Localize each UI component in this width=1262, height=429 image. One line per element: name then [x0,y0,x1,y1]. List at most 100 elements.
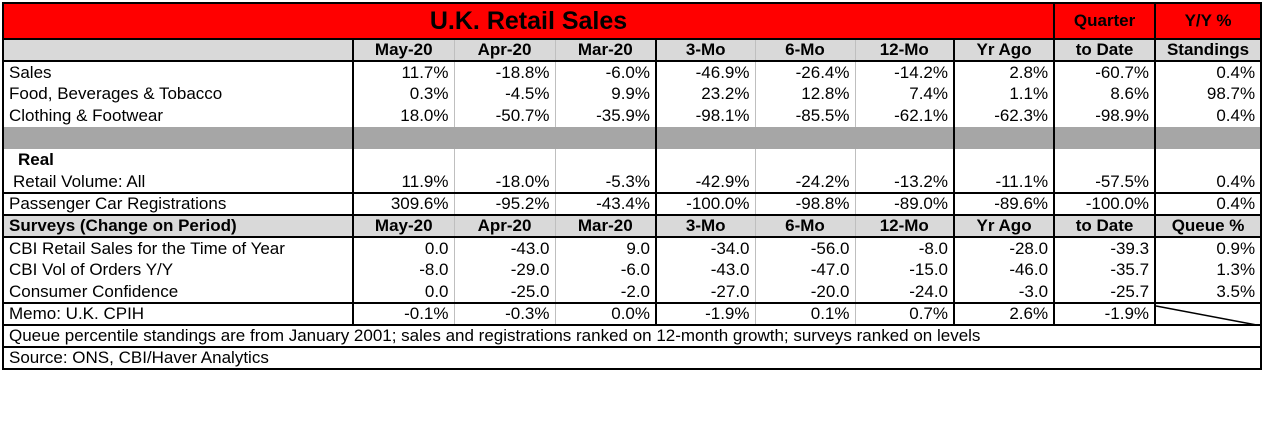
cell: -60.7% [1054,61,1157,83]
cell [754,149,855,171]
cell: -46.0 [954,259,1056,281]
cell: -95.2% [453,193,555,216]
row-label: Retail Volume: All [2,171,354,194]
cell: -85.5% [754,105,855,127]
yy-header: Y/Y % [1155,2,1262,40]
cell: -46.9% [695,62,750,82]
cell: -28.0 [954,237,1056,259]
cell [1054,149,1157,171]
cell: 2.8% [954,61,1056,83]
band-cell [555,127,657,149]
cell: 0.0 [353,281,454,304]
cell: -26.4% [754,61,855,83]
cell: 8.6% [1054,83,1157,105]
row-label: Sales [2,61,354,83]
cell: -39.3 [1054,237,1157,259]
cell: -15.0 [854,259,955,281]
col-header: 6-Mo [754,215,855,238]
cell: -2.0 [554,281,657,304]
source-row: Source: ONS, CBI/Haver Analytics [1,347,1262,370]
source-note: Source: ONS, CBI/Haver Analytics [1,347,1262,370]
table-row: Passenger Car Registrations 309.6% -95.2… [2,193,1262,216]
table-row: CBI Retail Sales for the Time of Year 0.… [2,237,1262,259]
cell: -98.8% [754,193,855,216]
cell: -0.3% [453,303,555,326]
col-header: Apr-20 [453,215,555,238]
cell: 0.0 [424,238,449,258]
col-header: Yr Ago [954,39,1056,62]
col-header: Mar-20 [554,215,657,238]
surveys-heading: Surveys (Change on Period) [2,215,354,238]
row-label: Consumer Confidence [2,281,354,304]
cell: 11.9% [353,171,454,194]
quarter-header: Quarter [1054,2,1157,40]
cell: 0.1% [754,303,855,326]
cell: -24.2% [754,171,855,194]
cell: -62.3% [954,105,1056,127]
cell: -43.4% [554,193,657,216]
data-grid: U.K. Retail Sales Quarter Y/Y % May-20 A… [1,2,1262,370]
col-header: 3-Mo [656,39,755,62]
empty-cell-slash [1155,303,1262,326]
retail-sales-table: U.K. Retail Sales Quarter Y/Y % May-20 A… [1,2,1262,370]
cell: -13.2% [854,171,955,194]
col-header: 12-Mo [854,39,955,62]
memo-row: Memo: U.K. CPIH -0.1% -0.3% 0.0% -1.9% 0… [2,303,1262,326]
band-cell [2,127,354,149]
cell: -98.1% [695,106,750,125]
band-cell [454,127,555,149]
footnote: Queue percentile standings are from Janu… [1,325,1262,348]
cell: 9.9% [554,83,657,105]
table-row: Consumer Confidence 0.0 -25.0 -2.0 -27.0… [2,281,1262,304]
cell: 0.4% [1155,61,1262,83]
cell: -100.0% [1054,193,1157,216]
footnote-row: Queue percentile standings are from Janu… [1,325,1262,348]
cell: -5.3% [554,171,657,194]
col-header: 3-Mo [656,215,755,238]
col-header: Mar-20 [554,39,657,62]
table-row: Clothing & Footwear 18.0% -50.7% -35.9% … [2,105,1262,127]
cell: -6.0 [554,259,657,281]
col-header: to Date [1054,39,1157,62]
cell: -43.0 [710,260,750,279]
col-header: May-20 [353,39,454,62]
cell: -25.7 [1054,281,1157,304]
cell [954,149,1056,171]
row-label: Clothing & Footwear [2,105,354,127]
col-header: Standings [1155,39,1262,62]
cell: 0.0% [554,303,657,326]
row-label: CBI Vol of Orders Y/Y [2,259,354,281]
cell: -35.9% [554,105,657,127]
cell [554,149,657,171]
band-cell [755,127,855,149]
cell: -14.2% [854,61,955,83]
row-label: Memo: U.K. CPIH [2,303,354,326]
real-heading: Real [2,149,354,171]
table-row: Food, Beverages & Tobacco 0.3% -4.5% 9.9… [2,83,1262,105]
row-label: CBI Retail Sales for the Time of Year [2,237,354,259]
cell: -50.7% [453,105,555,127]
band-cell [353,127,454,149]
separator-band [2,127,1262,149]
diagonal-line [1156,305,1251,323]
band-cell [1155,127,1262,149]
cell: -57.5% [1054,171,1157,194]
cell: 23.2% [701,84,750,103]
col-header: Queue % [1155,215,1262,238]
cell: 9.0 [554,237,657,259]
table-row: CBI Vol of Orders Y/Y -8.0 -29.0 -6.0 -4… [2,259,1262,281]
cell: -8.0 [419,260,449,279]
cell: 12.8% [754,83,855,105]
cell: -42.9% [656,171,755,194]
cell: -8.0 [854,237,955,259]
cell [353,149,454,171]
real-heading-row: Real [2,149,1262,171]
cell: -4.5% [453,83,555,105]
cell: 0.3% [409,84,449,103]
cell: -29.0 [453,259,555,281]
cell: -62.1% [854,105,955,127]
cell: -18.0% [453,171,555,194]
cell: -34.0 [710,238,750,258]
table-row: Sales 11.7% -18.8% -6.0% -46.9% -26.4% -… [2,61,1262,83]
cell: 2.6% [954,303,1056,326]
